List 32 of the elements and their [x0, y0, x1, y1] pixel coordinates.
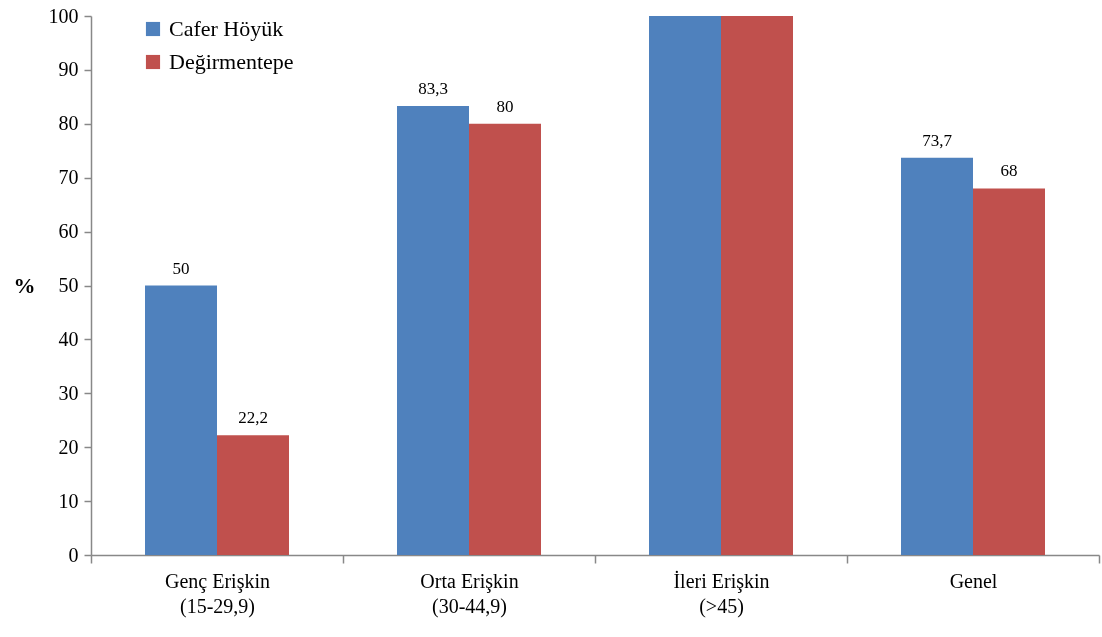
y-tick-label: 0: [68, 543, 79, 566]
bar: [973, 188, 1045, 555]
data-label: 73,7: [922, 130, 953, 150]
x-tick-label: Orta Erişkin (30-44,9): [420, 569, 519, 618]
legend-label: Değirmentepe: [169, 49, 294, 74]
y-tick-label: 50: [58, 274, 79, 296]
x-tick-label: İleri Erişkin (>45): [673, 569, 770, 618]
data-label: 68: [1000, 161, 1018, 181]
y-tick-label: 20: [58, 435, 79, 458]
bar: [217, 435, 289, 555]
y-tick-label: 90: [58, 58, 79, 81]
y-tick-label: 40: [58, 327, 79, 350]
y-tick-label: 60: [58, 220, 79, 243]
bar: [901, 157, 973, 555]
bar: [397, 106, 469, 555]
x-tick-label: Genel: [949, 569, 998, 592]
bar: [649, 16, 721, 555]
data-label: 80: [496, 96, 514, 116]
y-axis-title: %: [13, 273, 36, 298]
data-label: 22,2: [238, 408, 268, 428]
y-tick-label: 80: [58, 112, 79, 135]
y-tick-label: 70: [58, 166, 79, 189]
x-tick-label: Genç Erişkin (15-29,9): [165, 569, 270, 618]
data-label: 83,3: [418, 79, 448, 99]
y-tick-label: 100: [48, 4, 79, 27]
y-tick-label: 30: [58, 381, 79, 404]
legend-label: Cafer Höyük: [169, 16, 284, 41]
y-tick-label: 10: [58, 489, 79, 512]
data-label: 50: [172, 258, 190, 278]
bar: [469, 123, 541, 555]
bar: [721, 16, 793, 555]
bar: [145, 285, 217, 555]
